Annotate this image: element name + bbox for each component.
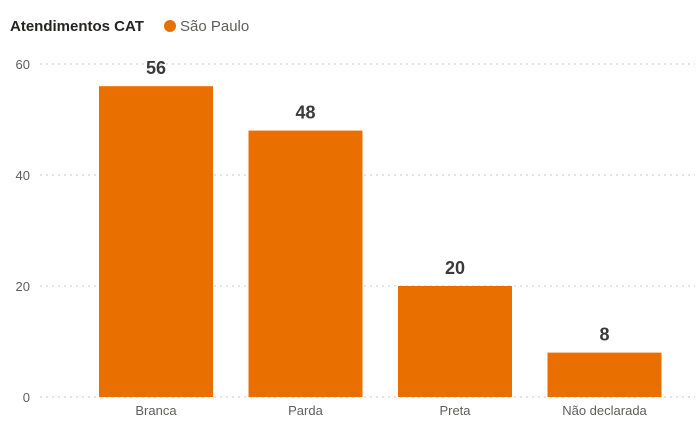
bar-2 <box>398 286 512 397</box>
category-label-0: Branca <box>135 403 177 418</box>
bar-1 <box>248 130 363 397</box>
data-label-0: 56 <box>146 58 166 78</box>
legend-title: Atendimentos CAT <box>10 18 144 35</box>
y-tick-label: 40 <box>16 168 30 183</box>
y-axis: 0 20 40 60 <box>16 57 30 405</box>
data-labels: 56 48 20 8 <box>146 58 610 344</box>
legend-series-name: São Paulo <box>180 18 249 35</box>
category-label-3: Não declarada <box>562 403 647 418</box>
data-label-1: 48 <box>295 103 315 123</box>
legend: Atendimentos CAT São Paulo <box>10 18 249 35</box>
y-tick-label: 20 <box>16 279 30 294</box>
data-label-2: 20 <box>445 258 465 278</box>
bar-3 <box>547 352 662 397</box>
data-label-3: 8 <box>599 325 609 345</box>
category-label-2: Preta <box>439 403 471 418</box>
y-tick-label: 0 <box>23 390 30 405</box>
category-label-1: Parda <box>288 403 323 418</box>
bar-0 <box>99 86 213 397</box>
x-axis: Branca Parda Preta Não declarada <box>135 403 647 418</box>
legend-marker <box>164 20 176 32</box>
y-tick-label: 60 <box>16 57 30 72</box>
bars <box>99 86 662 397</box>
